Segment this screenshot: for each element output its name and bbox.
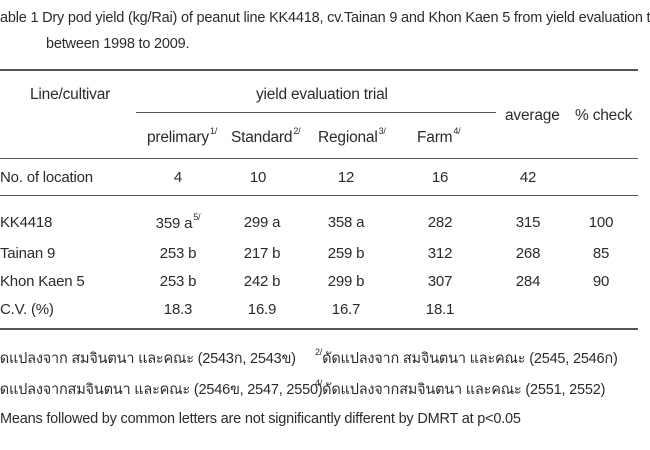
cell-average: 268 <box>515 245 541 262</box>
footnote-5: Means followed by common letters are not… <box>0 411 521 427</box>
footnote-4: 4/ดัดแปลงจากสมจินตนา และคณะ (2551, 2552) <box>314 378 605 401</box>
cell-prelim: 18.3 <box>163 301 193 318</box>
header-bottom-rule <box>0 158 638 159</box>
header-average: average <box>505 107 560 124</box>
location-row-label: No. of location <box>0 169 93 186</box>
location-bottom-rule <box>0 195 638 196</box>
footnote-2-sup: 2/ <box>315 347 323 358</box>
cell-average: 284 <box>515 273 541 290</box>
header-check: % check <box>575 107 633 124</box>
cell-standard: 299 a <box>243 214 281 231</box>
row-label: Khon Kaen 5 <box>0 273 85 290</box>
row-label: Tainan 9 <box>0 245 56 262</box>
header-farm-sup: 4/ <box>453 126 461 136</box>
cell-prelim: 253 b <box>159 273 197 290</box>
cell-check: 90 <box>592 273 610 290</box>
cell-farm: 312 <box>427 245 453 262</box>
header-standard-label: Standard <box>231 129 293 147</box>
footnote-4-text: ดัดแปลงจากสมจินตนา และคณะ (2551, 2552) <box>322 382 606 398</box>
footnote-2: 2/ดัดแปลงจาก สมจินตนา และคณะ (2545, 2546… <box>314 347 618 370</box>
table-caption-line1: able 1 Dry pod yield (kg/Rai) of peanut … <box>0 10 650 26</box>
cell-regional: 299 b <box>327 273 365 290</box>
cell-regional: 358 a <box>327 214 365 231</box>
location-average: 42 <box>519 169 537 186</box>
header-standard-sup: 2/ <box>293 126 301 136</box>
cell-standard: 242 b <box>243 273 281 290</box>
header-regional: Regional3/ <box>318 126 386 147</box>
cell-prelim-sup: 5/ <box>193 212 201 222</box>
header-line-cultivar: Line/cultivar <box>30 86 111 103</box>
header-regional-label: Regional <box>318 129 378 147</box>
header-prelimary-label: prelimary <box>147 129 209 147</box>
row-label: C.V. (%) <box>0 301 54 318</box>
cell-check: 100 <box>588 214 614 231</box>
header-prelimary-sup: 1/ <box>209 126 218 136</box>
location-regional: 12 <box>337 169 355 186</box>
cell-standard: 16.9 <box>247 301 277 318</box>
cell-prelim-value: 359 a <box>155 215 193 232</box>
cell-check: 85 <box>592 245 610 262</box>
location-prelim: 4 <box>173 169 183 186</box>
header-farm: Farm4/ <box>417 126 461 147</box>
footnote-4-sup: 4/ <box>315 378 323 389</box>
table-top-rule <box>0 69 638 71</box>
cell-farm: 18.1 <box>425 301 455 318</box>
cell-prelim: 253 b <box>159 245 197 262</box>
header-farm-label: Farm <box>417 129 453 147</box>
group-underline-rule <box>136 112 496 113</box>
header-yield-group: yield evaluation trial <box>256 86 388 103</box>
location-standard: 10 <box>249 169 267 186</box>
cell-farm: 307 <box>427 273 453 290</box>
cell-prelim: 359 a5/ <box>138 212 218 232</box>
cell-regional: 259 b <box>327 245 365 262</box>
footnote-1: ัดแปลงจาก สมจินตนา และคณะ (2543ก, 2543ข) <box>0 351 296 367</box>
footnote-3: ัดแปลงจากสมจินตนา และคณะ (2546ข, 2547, 2… <box>0 382 323 398</box>
cell-farm: 282 <box>427 214 453 231</box>
cell-standard: 217 b <box>243 245 281 262</box>
footnote-2-text: ดัดแปลงจาก สมจินตนา และคณะ (2545, 2546ก) <box>322 351 618 367</box>
cell-average: 315 <box>515 214 541 231</box>
table-caption-line2: between 1998 to 2009. <box>46 36 190 52</box>
location-farm: 16 <box>431 169 449 186</box>
header-regional-sup: 3/ <box>378 126 386 136</box>
row-label: KK4418 <box>0 214 53 231</box>
header-prelimary: prelimary1/ <box>147 126 218 147</box>
header-standard: Standard2/ <box>231 126 301 147</box>
table-bottom-rule <box>0 328 638 330</box>
cell-regional: 16.7 <box>331 301 361 318</box>
